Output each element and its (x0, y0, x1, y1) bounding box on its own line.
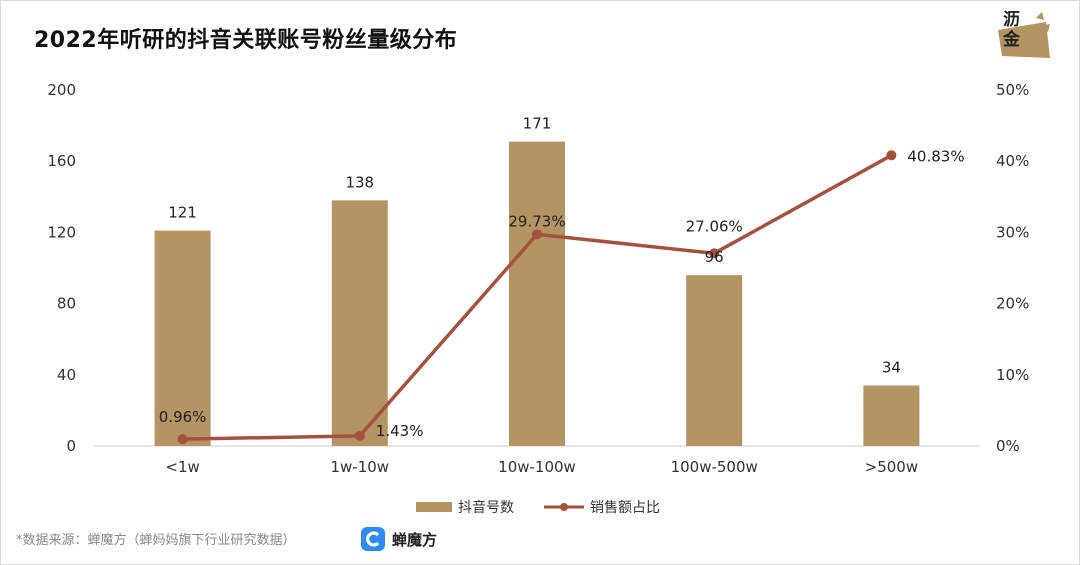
y-left-tick-label: 80 (57, 295, 76, 313)
x-tick-label: >500w (865, 458, 918, 476)
line-data-label: 27.06% (686, 217, 743, 235)
chart-plot: 0 40 80 120 160 200 0% 10% 20% 30% 40% 50% <1w 1w-10w… (47, 81, 1029, 476)
y-right-tick-label: 50% (996, 81, 1029, 99)
legend-line-swatch (544, 503, 584, 511)
legend-item-bar: 抖音号数 (416, 497, 514, 517)
line-point (709, 248, 720, 259)
line-point (886, 150, 897, 161)
y-right-tick-label: 30% (996, 223, 1029, 241)
brand-name: 蝉魔方 (392, 530, 438, 549)
y-right-tick-label: 40% (996, 152, 1029, 170)
logo-line-1: 沥 (1003, 10, 1020, 30)
bar (509, 141, 565, 446)
bar (863, 385, 920, 446)
bar (154, 230, 211, 446)
x-tick-label: 1w-10w (331, 458, 390, 476)
legend-bar-label: 抖音号数 (458, 500, 514, 516)
line-data-label: 40.83% (907, 147, 964, 165)
y-left-tick-label: 40 (57, 366, 76, 384)
y-right-tick-label: 0% (996, 437, 1020, 455)
bar-data-label: 121 (168, 204, 197, 222)
legend-line-label: 销售额占比 (590, 500, 660, 516)
line-data-label: 0.96% (159, 408, 207, 426)
line-point (354, 430, 365, 441)
line-data-label: 29.73% (508, 212, 565, 230)
brand-logo: 沥 金 (1003, 10, 1020, 50)
bar-data-label: 34 (882, 358, 901, 376)
source-note: *数据来源：蝉魔方（蝉妈妈旗下行业研究数据） (16, 533, 296, 548)
bar-data-label: 96 (705, 248, 724, 266)
line-point (532, 229, 542, 240)
x-tick-label: <1w (165, 458, 199, 476)
brand-mark: 蝉魔方 (360, 526, 437, 552)
brand-logo-icon (998, 12, 1050, 58)
bar (331, 200, 388, 446)
bar (686, 275, 743, 446)
legend-item-line: 销售额占比 (544, 497, 660, 517)
bar-data-label: 171 (523, 115, 552, 133)
chanmofang-logo-icon (361, 527, 385, 551)
line-point (177, 434, 188, 445)
logo-line-2: 金 (1003, 30, 1020, 50)
bar-data-label: 138 (345, 173, 374, 191)
x-tick-label: 10w-100w (498, 458, 576, 476)
chart-title: 2022年听研的抖音关联账号粉丝量级分布 (34, 28, 458, 53)
x-tick-label: 100w-500w (671, 458, 758, 476)
y-right-tick-label: 20% (996, 295, 1029, 313)
y-left-tick-label: 200 (47, 81, 76, 99)
y-right-tick-label: 10% (996, 366, 1029, 384)
y-left-tick-label: 160 (47, 152, 76, 170)
y-left-tick-label: 0 (66, 437, 76, 455)
legend-bar-swatch (416, 502, 452, 512)
y-left-tick-label: 120 (47, 223, 76, 241)
line-data-label: 1.43% (376, 422, 424, 440)
